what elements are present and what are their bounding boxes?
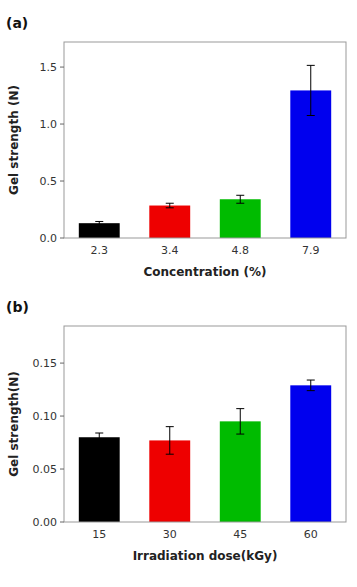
bar xyxy=(79,223,120,238)
x-tick-label: 4.8 xyxy=(232,244,250,257)
y-tick-label: 0.05 xyxy=(33,463,58,476)
y-tick xyxy=(60,416,64,417)
y-tick-label: 0.10 xyxy=(33,410,58,423)
y-tick-label: 0.0 xyxy=(40,232,58,245)
x-tick-label: 2.3 xyxy=(91,244,109,257)
y-tick-label: 0.00 xyxy=(33,516,58,529)
x-axis-label: Concentration (%) xyxy=(144,265,267,279)
bar xyxy=(79,437,120,522)
error-bar xyxy=(95,221,103,224)
error-bar xyxy=(95,433,103,441)
x-axis-label: Irradiation dose(kGy) xyxy=(133,549,278,563)
y-tick-label: 0.5 xyxy=(40,175,58,188)
x-tick-label: 7.9 xyxy=(302,244,320,257)
panel-title: (b) xyxy=(6,299,29,315)
error-bar xyxy=(236,409,244,434)
error-bar xyxy=(307,65,315,115)
y-tick xyxy=(60,363,64,364)
y-tick-label: 0.15 xyxy=(33,357,58,370)
y-tick-label: 1.5 xyxy=(40,61,58,74)
x-tick-label: 30 xyxy=(163,528,177,541)
y-tick xyxy=(60,469,64,470)
bar xyxy=(220,421,261,522)
marks xyxy=(79,65,331,238)
bar xyxy=(220,199,261,238)
error-bar xyxy=(166,203,174,208)
y-axis-label: Gel strength (N) xyxy=(7,85,21,195)
plot-frame xyxy=(64,42,346,238)
y-tick xyxy=(60,67,64,68)
bar xyxy=(149,206,190,238)
panel-title: (a) xyxy=(6,15,28,31)
x-tick-label: 15 xyxy=(92,528,106,541)
y-tick-label: 1.0 xyxy=(40,118,58,131)
error-bar xyxy=(307,380,315,391)
y-tick xyxy=(60,238,64,239)
y-tick xyxy=(60,522,64,523)
panel: 0.0 0.5 1.0 1.5 2.3 3.4 4.8 7.9 Concentration (%… xyxy=(6,15,346,279)
plot-frame xyxy=(64,326,346,522)
bar xyxy=(290,385,331,522)
x-tick-label: 60 xyxy=(304,528,318,541)
error-bar xyxy=(166,427,174,455)
y-axis-label: Gel strength(N) xyxy=(7,371,21,477)
marks xyxy=(79,380,331,522)
y-tick xyxy=(60,181,64,182)
error-bar xyxy=(236,195,244,203)
x-tick-label: 3.4 xyxy=(161,244,179,257)
chart-root: 0.0 0.5 1.0 1.5 2.3 3.4 4.8 7.9 Concentration (%… xyxy=(0,0,357,587)
y-tick xyxy=(60,124,64,125)
panel: 0.00 0.05 0.10 0.15 15 30 45 60 Irradiation dose… xyxy=(6,299,346,563)
x-tick-label: 45 xyxy=(233,528,247,541)
